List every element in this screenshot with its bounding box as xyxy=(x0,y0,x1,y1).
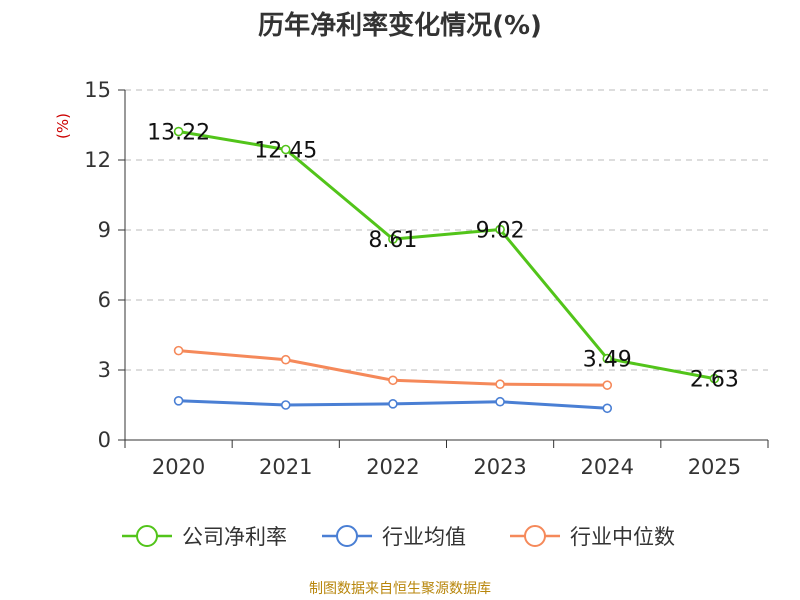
x-tick-label: 2021 xyxy=(259,455,312,479)
legend-marker xyxy=(136,525,158,547)
source-note: 制图数据来自恒生聚源数据库 xyxy=(309,581,491,597)
legend-label: 公司净利率 xyxy=(182,525,287,549)
axes: 0 3 6 9 12 15 2020 2021 2022 2023 2024 2025 xyxy=(84,78,769,479)
x-tick-label: 2022 xyxy=(366,455,419,479)
legend-item-0[interactable]: 公司净利率 xyxy=(122,525,287,549)
data-point[interactable] xyxy=(280,354,291,365)
data-label: 13.22 xyxy=(147,121,210,146)
data-point[interactable] xyxy=(495,379,505,390)
legend-label: 行业中位数 xyxy=(570,525,675,549)
data-point[interactable] xyxy=(280,144,291,155)
data-label: 3.49 xyxy=(583,348,632,373)
data-point[interactable] xyxy=(173,395,184,406)
x-tick-label: 2025 xyxy=(688,455,741,479)
x-tick-label: 2020 xyxy=(152,455,205,479)
data-point[interactable] xyxy=(388,399,398,409)
data-label: 2.63 xyxy=(690,368,739,393)
y-tick-label: 12 xyxy=(84,148,111,172)
data-point[interactable] xyxy=(388,375,398,386)
series-line-0 xyxy=(178,130,715,381)
legend-item-2[interactable]: 行业中位数 xyxy=(510,525,675,549)
data-point[interactable] xyxy=(709,373,720,384)
y-tick-label: 0 xyxy=(98,428,111,452)
y-tick-label: 3 xyxy=(98,358,111,382)
grid-lines xyxy=(125,89,768,371)
legend-marker xyxy=(336,525,358,547)
data-point[interactable] xyxy=(173,126,184,137)
chart-title: 历年净利率变化情况(%) xyxy=(258,10,542,41)
legend-item-1[interactable]: 行业均值 xyxy=(322,525,466,549)
y-tick-label: 6 xyxy=(98,288,111,312)
data-point[interactable] xyxy=(495,224,505,235)
data-point[interactable] xyxy=(602,380,613,390)
data-point[interactable] xyxy=(388,234,398,244)
data-labels: 13.22 12.45 8.61 9.02 3.49 2.63 xyxy=(147,121,739,393)
y-axis-unit: (%) xyxy=(54,113,72,139)
series-group xyxy=(173,126,720,414)
y-tick-label: 15 xyxy=(84,78,111,102)
x-tick-label: 2024 xyxy=(581,455,634,479)
data-label: 8.61 xyxy=(368,228,417,253)
data-point[interactable] xyxy=(173,345,184,356)
data-point[interactable] xyxy=(495,396,505,407)
data-point[interactable] xyxy=(280,400,291,410)
y-tick-label: 9 xyxy=(98,218,111,242)
legend-marker xyxy=(524,525,546,547)
data-label: 9.02 xyxy=(476,219,525,244)
data-label: 12.45 xyxy=(254,139,317,164)
legend-label: 行业均值 xyxy=(382,525,466,549)
legend[interactable]: 公司净利率 行业均值 行业中位数 xyxy=(122,525,675,549)
x-tick-label: 2023 xyxy=(473,455,526,479)
data-point[interactable] xyxy=(602,403,613,414)
data-point[interactable] xyxy=(602,353,613,364)
